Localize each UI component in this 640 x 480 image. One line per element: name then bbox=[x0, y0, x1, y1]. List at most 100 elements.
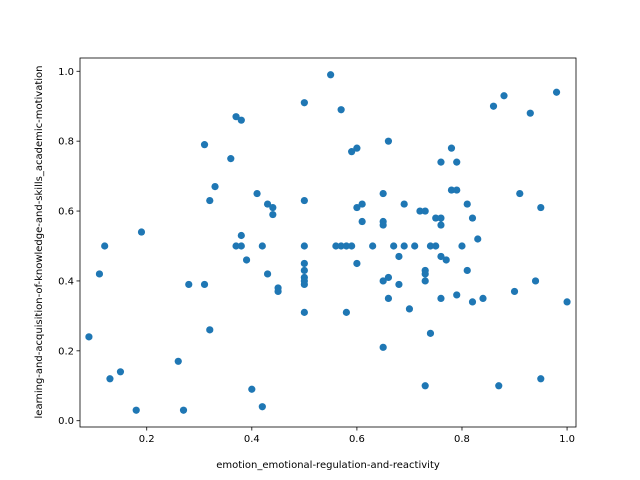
data-point bbox=[531, 277, 540, 285]
data-point bbox=[437, 158, 445, 166]
data-point bbox=[337, 242, 345, 250]
data-point bbox=[516, 189, 524, 198]
data-point bbox=[390, 242, 398, 250]
data-point bbox=[453, 291, 461, 299]
data-point bbox=[447, 186, 456, 194]
data-point bbox=[395, 252, 403, 261]
data-point bbox=[489, 102, 498, 110]
data-point bbox=[206, 326, 214, 334]
y-tick-label: 0.2 bbox=[58, 346, 74, 357]
x-tick-label: 0.4 bbox=[244, 434, 260, 445]
data-point bbox=[300, 308, 308, 316]
points-layer bbox=[85, 71, 571, 414]
data-point bbox=[274, 287, 282, 296]
data-point bbox=[269, 210, 277, 219]
data-point bbox=[253, 189, 261, 198]
data-point bbox=[447, 144, 456, 152]
y-ticks: 0.0 0.2 0.4 0.6 0.8 1.0 bbox=[58, 67, 80, 427]
data-point bbox=[258, 403, 266, 411]
data-point bbox=[379, 343, 387, 351]
data-point bbox=[432, 214, 440, 222]
data-point bbox=[453, 186, 461, 194]
data-point bbox=[379, 221, 387, 229]
data-point bbox=[510, 287, 519, 296]
data-point bbox=[526, 109, 534, 117]
x-tick-label: 0.8 bbox=[454, 434, 470, 445]
data-point bbox=[342, 308, 350, 316]
data-point bbox=[237, 231, 245, 240]
data-point bbox=[474, 235, 482, 243]
data-point bbox=[227, 155, 235, 163]
data-point bbox=[369, 242, 377, 250]
axes-frame bbox=[79, 57, 577, 428]
data-point bbox=[479, 294, 487, 303]
data-point bbox=[242, 256, 251, 264]
data-point bbox=[342, 242, 350, 250]
data-point bbox=[384, 273, 393, 282]
x-tick-label: 1.0 bbox=[559, 434, 575, 445]
data-point bbox=[400, 200, 408, 208]
data-point bbox=[211, 182, 219, 191]
data-point bbox=[405, 305, 414, 313]
data-point bbox=[552, 88, 561, 96]
data-point bbox=[453, 158, 461, 166]
x-axis-label: emotion_emotional-regulation-and-reactiv… bbox=[216, 460, 440, 471]
data-point bbox=[300, 266, 308, 275]
data-point bbox=[101, 242, 109, 250]
data-point bbox=[237, 116, 245, 124]
data-point bbox=[269, 203, 277, 212]
data-point bbox=[426, 329, 435, 337]
data-point bbox=[106, 375, 114, 383]
data-point bbox=[500, 92, 508, 100]
data-point bbox=[432, 242, 440, 250]
data-point bbox=[185, 280, 193, 289]
data-point bbox=[463, 266, 471, 275]
data-point bbox=[95, 270, 104, 278]
data-point bbox=[353, 203, 361, 212]
data-point bbox=[137, 228, 146, 236]
data-point bbox=[437, 214, 445, 222]
data-point bbox=[437, 221, 445, 229]
data-point bbox=[300, 259, 308, 268]
x-tick-label: 0.6 bbox=[349, 434, 365, 445]
y-tick-label: 0.6 bbox=[58, 207, 74, 218]
y-tick-label: 1.0 bbox=[58, 67, 74, 78]
data-point bbox=[384, 137, 393, 145]
data-point bbox=[200, 280, 209, 289]
data-point bbox=[384, 294, 393, 303]
data-point bbox=[421, 270, 429, 278]
x-ticks: 0.2 0.4 0.6 0.8 1.0 bbox=[139, 427, 575, 445]
data-point bbox=[263, 270, 272, 278]
data-point bbox=[300, 196, 308, 205]
data-point bbox=[353, 259, 361, 268]
data-point bbox=[537, 203, 545, 212]
data-point bbox=[437, 252, 445, 261]
data-point bbox=[85, 333, 93, 341]
data-point bbox=[537, 375, 545, 383]
data-point bbox=[358, 200, 366, 208]
data-point bbox=[248, 385, 256, 393]
data-point bbox=[348, 242, 356, 250]
data-point bbox=[237, 242, 245, 250]
data-point bbox=[379, 277, 387, 285]
y-axis-label: learning-and-acquisition-of-knowledge-an… bbox=[34, 66, 45, 419]
data-point bbox=[179, 406, 188, 414]
data-point bbox=[258, 242, 266, 250]
data-point bbox=[337, 106, 345, 114]
data-point bbox=[232, 113, 240, 121]
data-point bbox=[411, 242, 419, 250]
data-point bbox=[232, 242, 240, 250]
data-point bbox=[200, 141, 209, 149]
data-point bbox=[300, 280, 308, 289]
data-point bbox=[468, 214, 477, 222]
data-point bbox=[463, 200, 471, 208]
data-point bbox=[348, 148, 356, 156]
data-point bbox=[358, 217, 366, 226]
data-point bbox=[468, 298, 477, 306]
data-point bbox=[327, 71, 335, 79]
data-point bbox=[563, 298, 571, 306]
data-point bbox=[426, 242, 435, 250]
data-point bbox=[263, 200, 272, 208]
data-point bbox=[458, 242, 466, 250]
